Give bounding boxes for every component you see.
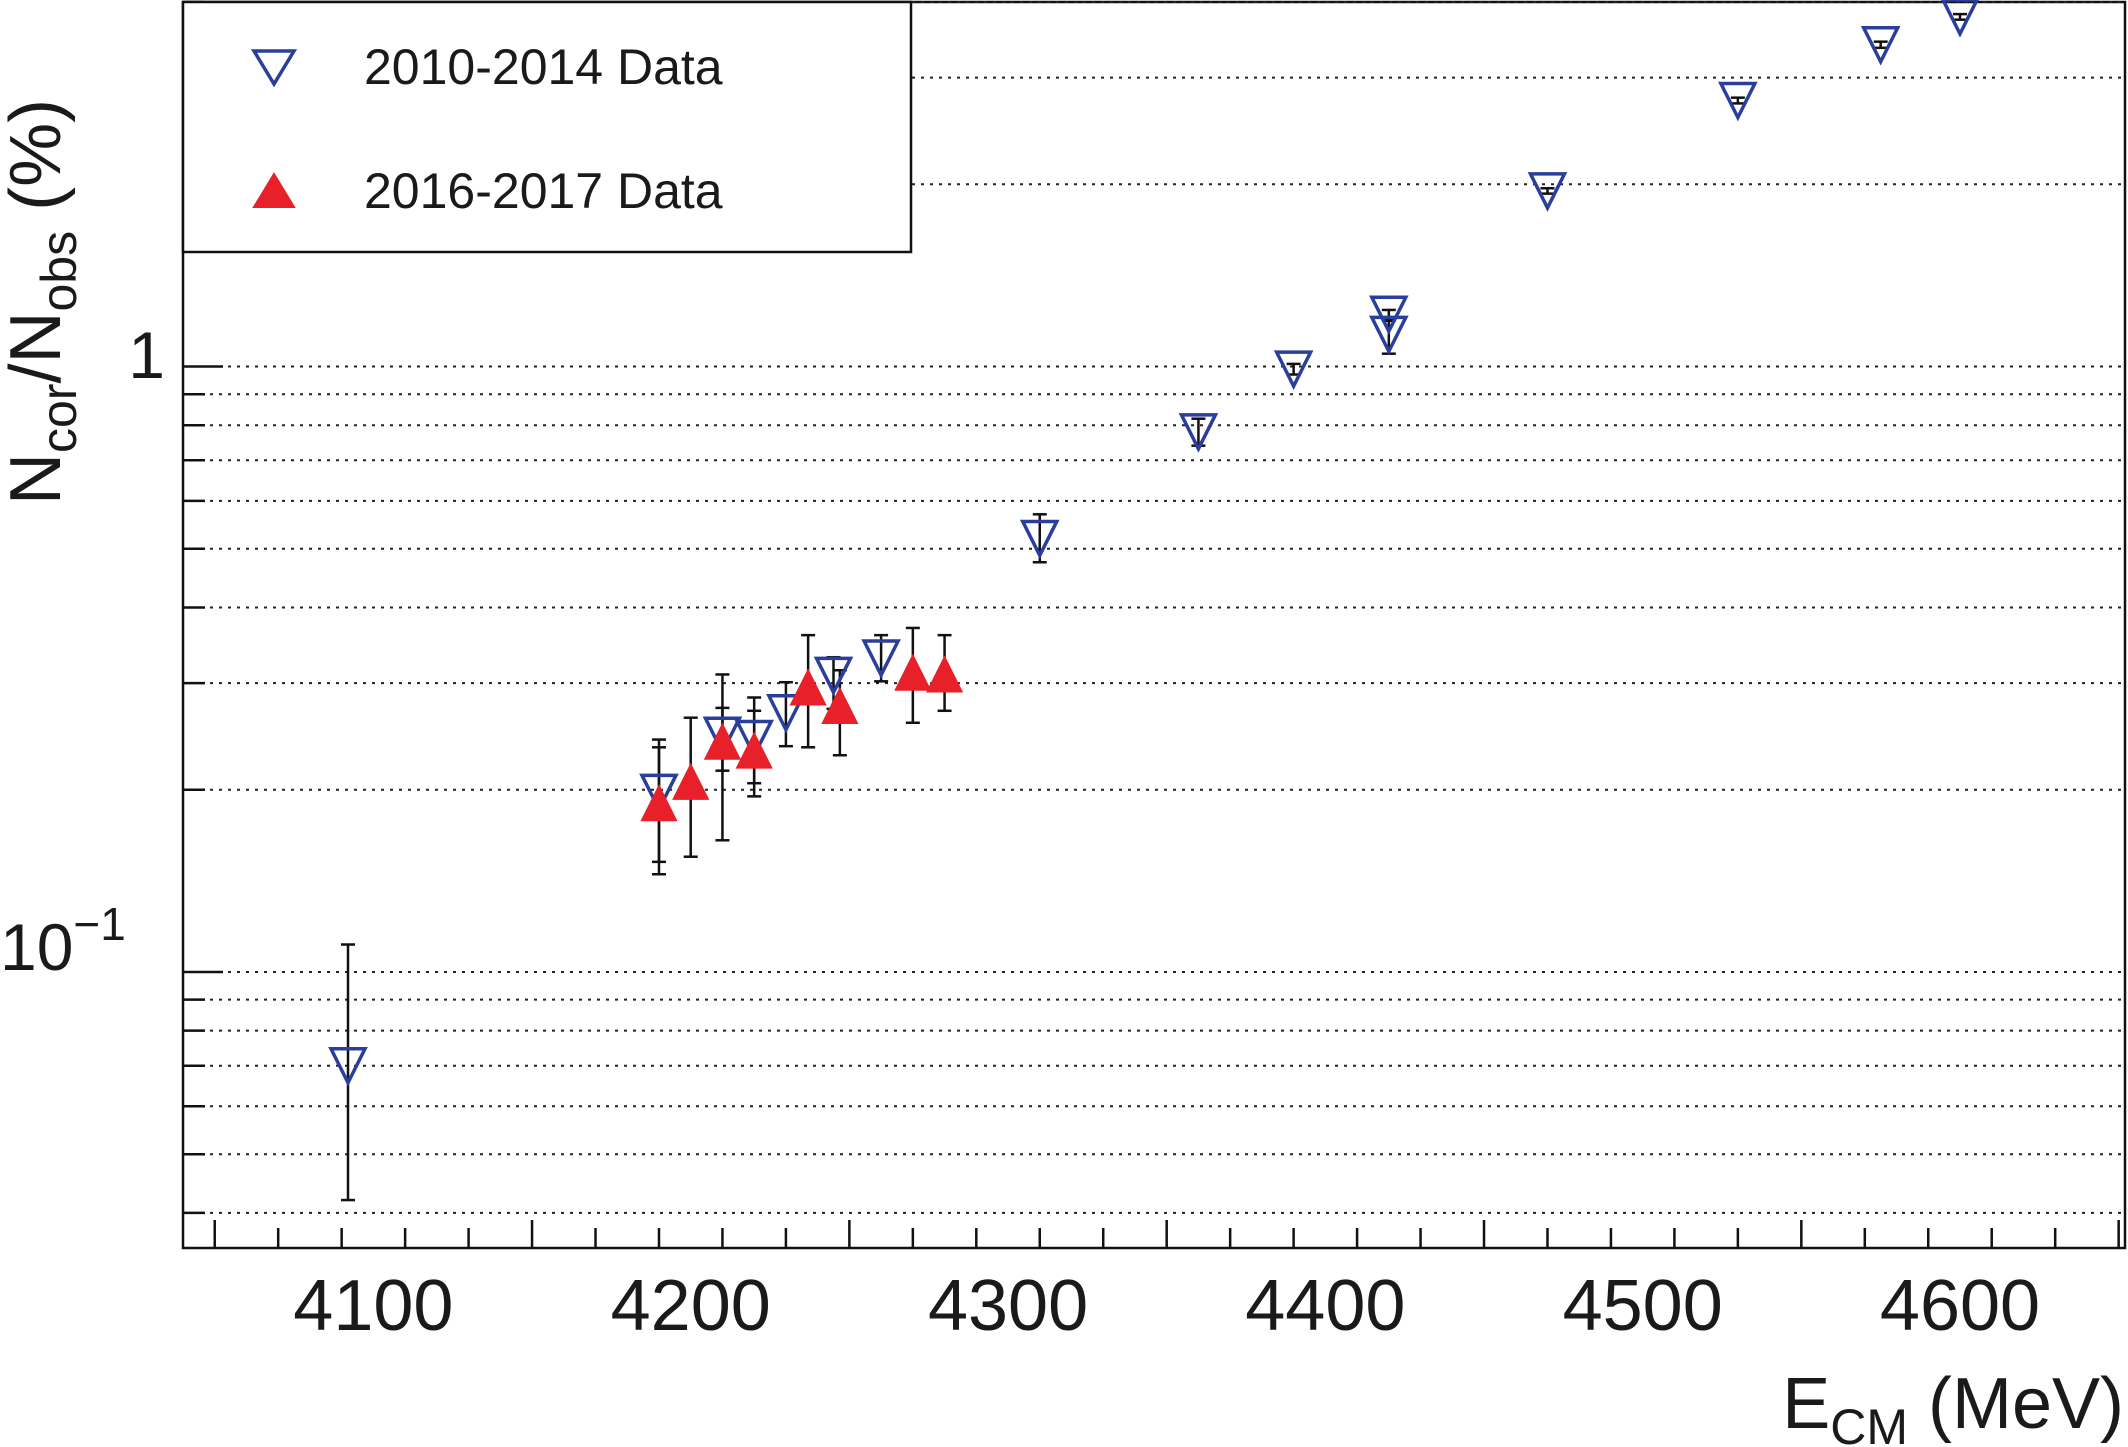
marker-2016-2017 xyxy=(925,655,964,693)
x-axis-title-main: E xyxy=(1782,1364,1830,1444)
marker-2016-2017 xyxy=(789,668,827,706)
y-axis-title-main: N xyxy=(0,453,76,505)
marker-2010-2014 xyxy=(861,639,901,679)
plot-frame xyxy=(181,0,2127,1250)
x-tick-label: 4100 xyxy=(293,1266,453,1346)
marker-2010-2014 xyxy=(813,656,854,697)
marker-2010-2014 xyxy=(702,716,743,757)
data-markers xyxy=(328,0,1979,1087)
legend-box xyxy=(181,0,913,254)
marker-2016-2017 xyxy=(703,722,742,760)
marker-2010-2014 xyxy=(328,1046,368,1087)
marker-2016-2017 xyxy=(894,653,932,691)
y-axis-title-slash: /N xyxy=(0,312,76,384)
marker-2016-2017 xyxy=(640,783,678,822)
y-tick-label-0.1: 10−1 xyxy=(0,898,126,984)
marker-2010-2014 xyxy=(1527,172,1568,212)
x-tick-label: 4200 xyxy=(611,1266,771,1346)
legend-label-2010-2014: 2010-2014 Data xyxy=(364,39,723,95)
axis-ticks xyxy=(183,0,2120,1248)
x-tick-label: 4500 xyxy=(1563,1266,1723,1346)
marker-2010-2014 xyxy=(1368,315,1409,356)
x-tick-label: 4300 xyxy=(928,1266,1088,1346)
marker-2010-2014 xyxy=(766,693,806,734)
y-tick-label-1: 1 xyxy=(128,318,165,392)
legend-marker-2016-2017 xyxy=(252,172,296,208)
legend-marker-2010-2014 xyxy=(250,49,298,88)
y-axis-title-sub1: cor xyxy=(31,384,87,453)
marker-2010-2014 xyxy=(639,773,679,814)
marker-2016-2017 xyxy=(672,762,710,800)
marker-2016-2017 xyxy=(821,686,859,724)
y-tick-base: 10 xyxy=(0,910,73,984)
y-axis-title-unit: (%) xyxy=(0,99,76,231)
x-tick-labels: 4100 4200 4300 4400 4500 4600 xyxy=(293,1266,2040,1346)
x-tick-label: 4400 xyxy=(1245,1266,1405,1346)
y-tick-exponent: −1 xyxy=(73,898,125,950)
marker-2010-2014 xyxy=(1860,25,1901,66)
marker-2010-2014 xyxy=(1273,350,1314,391)
marker-2010-2014 xyxy=(1941,0,1979,38)
x-axis-title-sub: CM xyxy=(1830,1399,1908,1447)
x-axis-title: ECM (MeV) xyxy=(1782,1364,2124,1447)
marker-2010-2014 xyxy=(1019,519,1060,560)
x-tick-label: 4600 xyxy=(1880,1266,2040,1346)
y-axis-title-sub2: obs xyxy=(31,231,87,312)
x-axis-title-unit: (MeV) xyxy=(1908,1364,2124,1444)
marker-2016-2017 xyxy=(735,731,773,769)
marker-2010-2014 xyxy=(1718,81,1758,122)
marker-2010-2014 xyxy=(734,719,775,760)
legend: 2010-2014 Data 2016-2017 Data xyxy=(181,0,913,254)
marker-2010-2014 xyxy=(1368,295,1409,336)
y-axis-title: Ncor/Nobs (%) xyxy=(0,99,87,505)
legend-label-2016-2017: 2016-2017 Data xyxy=(364,163,723,219)
marker-2010-2014 xyxy=(1178,413,1219,453)
